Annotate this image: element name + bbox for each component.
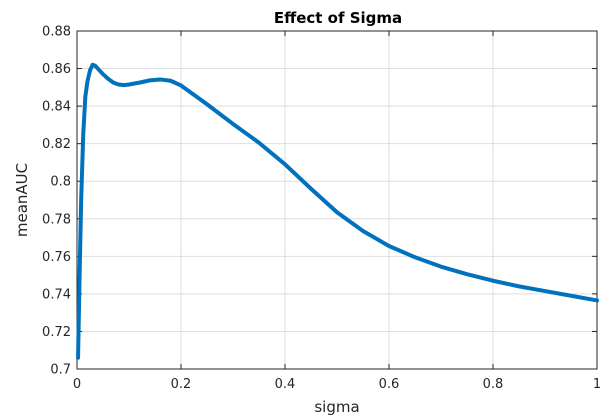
x-axis-label: sigma bbox=[314, 398, 359, 416]
y-tick-label: 0.86 bbox=[42, 62, 71, 77]
x-tick-label: 0.6 bbox=[379, 377, 400, 392]
y-tick-label: 0.84 bbox=[42, 100, 71, 115]
y-tick-label: 0.8 bbox=[50, 175, 71, 190]
series-line bbox=[76, 62, 599, 360]
tick-labels: 0 0.2 0.4 0.6 0.8 1 0.7 0.72 0.74 0.76 0.78 0.8 0.82… bbox=[42, 25, 601, 393]
x-tick-label: 0.4 bbox=[275, 377, 296, 392]
plot-area-frame bbox=[76, 30, 598, 370]
x-tick-label: 0 bbox=[73, 377, 81, 392]
y-tick-label: 0.76 bbox=[42, 250, 71, 265]
y-tick-label: 0.88 bbox=[42, 25, 71, 40]
x-tick-label: 1 bbox=[593, 377, 601, 392]
y-tick-label: 0.82 bbox=[42, 137, 71, 152]
y-tick-label: 0.74 bbox=[42, 287, 71, 302]
x-tick-label: 0.2 bbox=[171, 377, 192, 392]
chart-title: Effect of Sigma bbox=[274, 9, 402, 27]
y-tick-label: 0.78 bbox=[42, 212, 71, 227]
x-tick-label: 0.8 bbox=[483, 377, 504, 392]
y-axis-label: meanAUC bbox=[13, 163, 31, 237]
y-tick-label: 0.7 bbox=[50, 363, 71, 378]
y-tick-label: 0.72 bbox=[42, 325, 71, 340]
